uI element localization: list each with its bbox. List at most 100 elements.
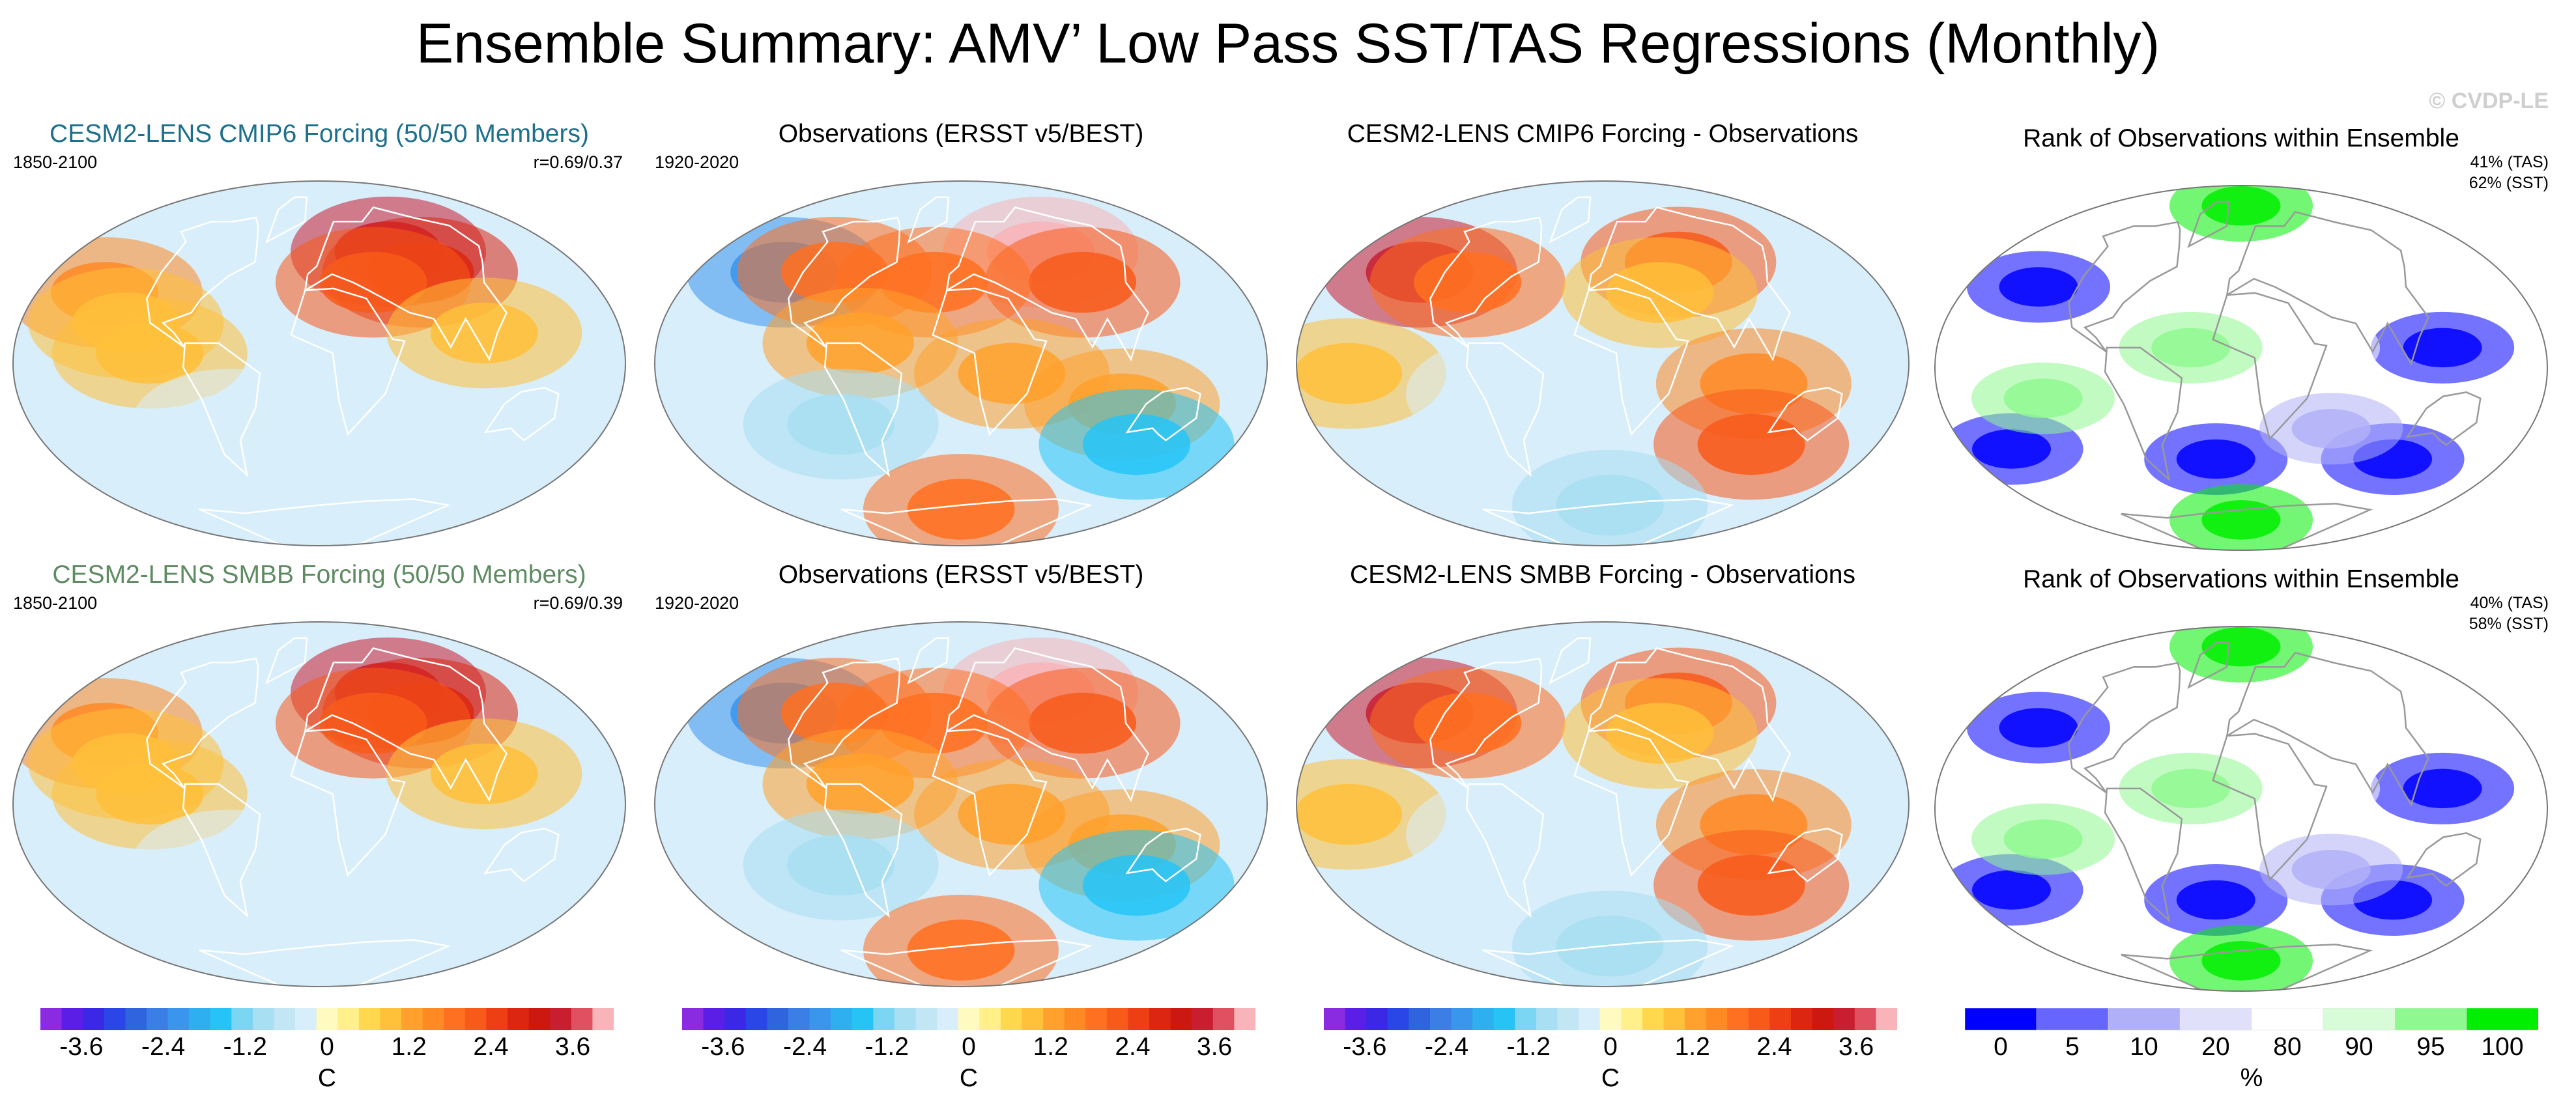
colorbar-swatch: [1706, 1008, 1728, 1030]
period-label: 1920-2020: [655, 152, 739, 172]
coastline: [1573, 287, 1689, 436]
colorbar-swatch: [1170, 1008, 1192, 1030]
colorbar-swatch: [1791, 1008, 1813, 1030]
period-label: 1850-2100: [13, 152, 98, 172]
colorbar-unit: C: [1601, 1064, 1620, 1092]
panel-obs-1: Observations (ERSST v5/BEST) 1920-2020: [648, 116, 1274, 559]
colorbar-temp-3: -3.6 -2.4 -1.2 0 1.2 2.4 3.6 C: [1324, 1008, 1897, 1106]
colorbar-swatch: [1451, 1008, 1473, 1030]
coastline: [1482, 939, 1735, 987]
coastline: [1429, 657, 1543, 789]
coastline: [1767, 387, 1843, 442]
field-blob-core: [2003, 378, 2083, 418]
field-blob-core: [2201, 626, 2281, 667]
coastline: [907, 196, 950, 244]
colorbar-swatch: [1515, 1008, 1537, 1030]
coastline: [2068, 221, 2181, 353]
panel-ens-cmip6: CESM2-LENS CMIP6 Forcing (50/50 Members)…: [7, 116, 632, 559]
map-obs-1: [654, 180, 1268, 546]
colorbar-tick-label: 10: [2130, 1033, 2158, 1061]
colorbar-swatch: [1685, 1008, 1707, 1030]
coastline: [823, 783, 903, 918]
colorbar-swatch: [146, 1008, 169, 1030]
colorbar-swatch: [444, 1008, 466, 1030]
colorbar-swatch: [1493, 1008, 1515, 1030]
coastline: [1465, 783, 1545, 918]
colorbar-tick-label: 80: [2273, 1033, 2302, 1061]
coastline: [1429, 216, 1543, 348]
field-blob-core: [1029, 251, 1137, 313]
colorbar-swatch: [852, 1008, 874, 1030]
field-blob-core: [2003, 819, 2083, 859]
colorbar-tick-label: -2.4: [1424, 1033, 1469, 1061]
colorbar-tick-label: 3.6: [555, 1033, 591, 1061]
coastline: [788, 657, 901, 789]
coastline: [2121, 503, 2373, 550]
colorbar-swatches: [1324, 1008, 1897, 1030]
colorbar-swatch: [508, 1008, 530, 1030]
panel-title: CESM2-LENS CMIP6 Forcing - Observations: [1347, 120, 1859, 148]
colorbar-swatch: [1727, 1008, 1749, 1030]
map-outline: [1296, 180, 1910, 546]
pct-tas-label: 40% (TAS): [2470, 594, 2549, 612]
map-outline: [654, 621, 1268, 987]
field-blob-core: [2268, 768, 2348, 809]
coastline: [907, 637, 950, 684]
map-rank-cmip6: [1934, 185, 2548, 551]
field-blob-core: [1296, 783, 1403, 845]
field-blob-core: [2201, 500, 2281, 540]
colorbar-swatch: [401, 1008, 423, 1030]
coastline: [1573, 728, 1689, 877]
colorbar-swatch: [1812, 1008, 1834, 1030]
coastline: [788, 216, 901, 348]
colorbar-tick-label: -2.4: [782, 1033, 827, 1061]
coastline: [2187, 201, 2230, 248]
colorbar-swatch: [1642, 1008, 1665, 1030]
coastline: [182, 342, 261, 477]
colorbar-swatch: [550, 1008, 572, 1030]
panel-title: Observations (ERSST v5/BEST): [778, 120, 1144, 148]
colorbar-swatch: [83, 1008, 105, 1030]
colorbar-swatch: [125, 1008, 147, 1030]
colorbar-swatch: [831, 1008, 853, 1030]
panel-rank-cmip6: Rank of Observations within Ensemble 41%…: [1928, 120, 2554, 563]
field-blob-core: [319, 692, 427, 754]
coastline: [2405, 832, 2482, 887]
field-blob-core: [2176, 880, 2255, 920]
coastline: [840, 498, 1093, 546]
colorbar-tick-label: 0: [320, 1033, 334, 1061]
field-blob-core: [1450, 363, 1558, 425]
colorbar-swatch: [1472, 1008, 1495, 1030]
correlation-label: r=0.69/0.37: [533, 152, 623, 172]
field-blob-core: [2176, 439, 2255, 479]
coastline: [483, 828, 560, 882]
colorbar-swatches: [1965, 1008, 2538, 1031]
colorbar-tick-label: 2.4: [473, 1033, 509, 1061]
colorbar-swatch: [1748, 1008, 1771, 1030]
colorbar-swatch: [1854, 1008, 1876, 1030]
coastline: [932, 287, 1048, 436]
coastline: [2104, 787, 2183, 923]
colorbar-swatch: [465, 1008, 487, 1030]
field-blob-core: [2151, 328, 2231, 368]
map-outline: [1934, 185, 2548, 551]
colorbar-swatch: [1106, 1008, 1129, 1030]
colorbar-swatch: [979, 1008, 1001, 1030]
field-blob-core: [1414, 692, 1522, 754]
colorbar-tick-label: 0: [962, 1033, 976, 1061]
pct-tas-label: 41% (TAS): [2470, 153, 2549, 171]
map-diff-cmip6: [1296, 180, 1910, 546]
coastline: [2405, 391, 2482, 446]
colorbar-tick-label: 1.2: [391, 1033, 427, 1061]
colorbar-tick-label: -3.6: [701, 1033, 745, 1061]
colorbar-swatch: [809, 1008, 831, 1030]
coastline: [290, 728, 406, 877]
colorbar-swatch: [1345, 1008, 1367, 1030]
colorbar-swatch: [915, 1008, 937, 1030]
coastline: [2104, 346, 2183, 482]
colorbar-tick-label: 2.4: [1115, 1033, 1151, 1061]
field-blob-core: [2291, 409, 2371, 449]
field-blob-core: [787, 834, 895, 896]
colorbar-tick-label: 2.4: [1756, 1033, 1792, 1061]
colorbar-swatch: [1429, 1008, 1452, 1030]
